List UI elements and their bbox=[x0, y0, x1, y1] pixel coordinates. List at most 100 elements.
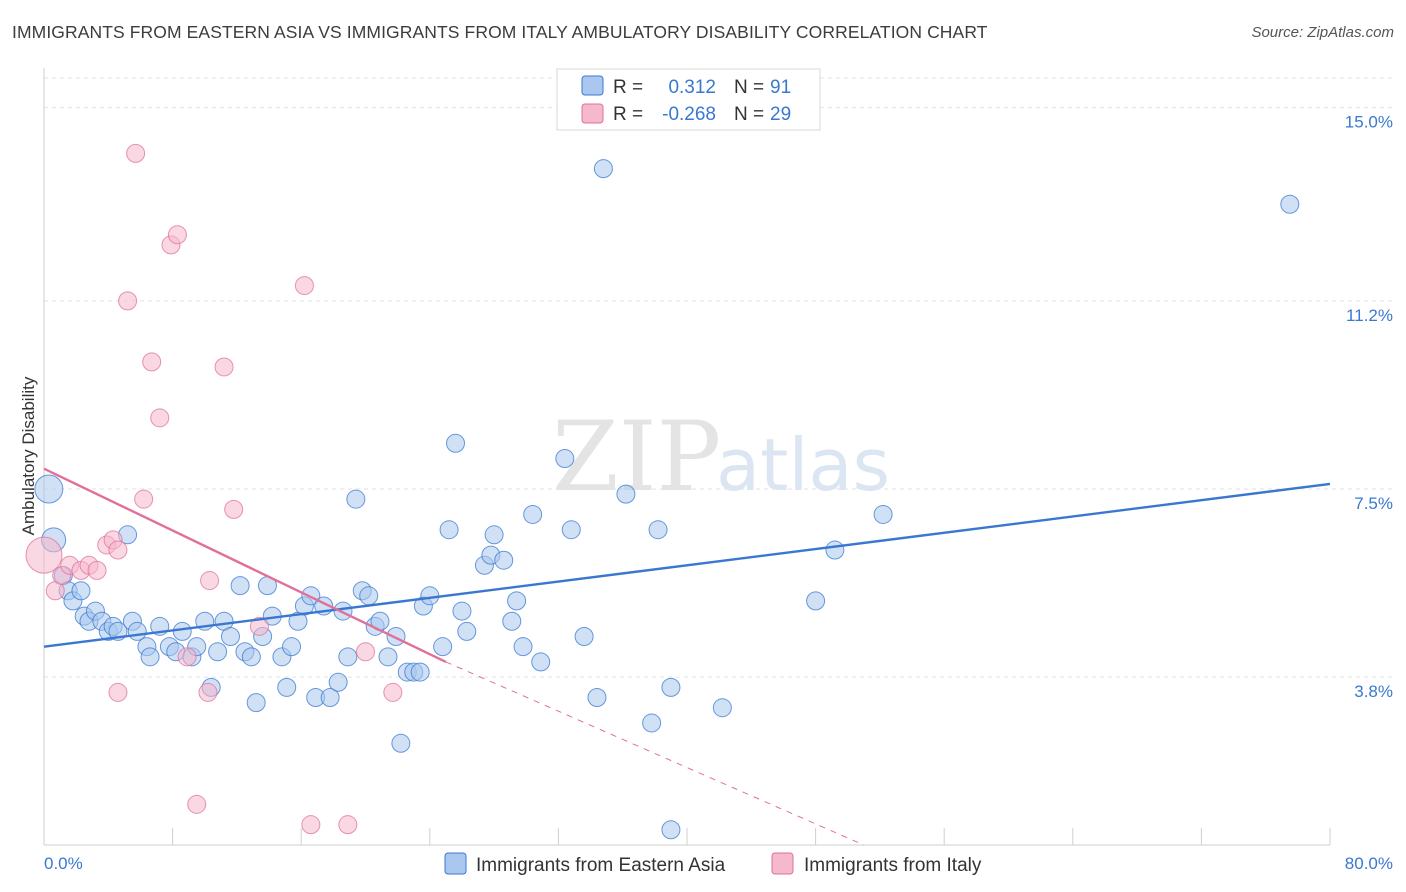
watermark-zip: ZIP bbox=[552, 401, 721, 513]
data-point bbox=[825, 540, 845, 560]
bottom-legend-label-italy: Immigrants from Italy bbox=[804, 855, 982, 876]
data-point bbox=[338, 815, 358, 835]
data-point bbox=[220, 626, 240, 646]
data-point bbox=[34, 474, 64, 504]
trend-lines bbox=[43, 467, 1331, 846]
data-point bbox=[433, 637, 453, 657]
data-point bbox=[214, 357, 234, 377]
y-axis-label: Ambulatory Disability bbox=[19, 376, 38, 535]
data-point bbox=[338, 647, 358, 667]
bottom-legend-swatch-italy bbox=[771, 852, 794, 875]
data-point bbox=[108, 540, 128, 560]
bottom-legend-label-eastern-asia: Immigrants from Eastern Asia bbox=[476, 855, 726, 876]
data-point bbox=[383, 682, 403, 702]
data-point bbox=[126, 143, 146, 163]
data-point bbox=[359, 586, 379, 606]
data-point bbox=[513, 637, 533, 657]
y-tick-label: 3.8% bbox=[1354, 682, 1393, 701]
x-tick-label-min: 0.0% bbox=[44, 854, 83, 873]
data-point bbox=[555, 449, 575, 468]
legend-n-value-2: 29 bbox=[770, 104, 791, 125]
chart-title: IMMIGRANTS FROM EASTERN ASIA VS IMMIGRAN… bbox=[12, 22, 988, 42]
data-point bbox=[241, 647, 261, 667]
data-point bbox=[446, 433, 466, 453]
data-point bbox=[320, 688, 340, 708]
data-point bbox=[328, 672, 348, 692]
data-point bbox=[420, 586, 440, 606]
legend-r-label-1: R = bbox=[613, 77, 643, 98]
data-point bbox=[484, 525, 504, 545]
data-point bbox=[87, 560, 107, 580]
data-point bbox=[142, 352, 162, 372]
data-point bbox=[249, 616, 269, 636]
data-point bbox=[118, 291, 138, 311]
data-point bbox=[198, 682, 218, 702]
x-tick-label-max: 80.0% bbox=[1345, 854, 1393, 873]
data-point bbox=[71, 581, 91, 601]
data-point bbox=[208, 642, 228, 662]
watermark-atlas: atlas bbox=[716, 423, 890, 507]
legend-r-value-1: 0.312 bbox=[668, 77, 716, 98]
data-point bbox=[356, 642, 375, 662]
data-point bbox=[523, 504, 543, 524]
data-point bbox=[25, 536, 63, 574]
data-point bbox=[177, 647, 197, 667]
trend-line bbox=[43, 482, 1331, 648]
data-point bbox=[391, 733, 411, 753]
legend-n-label-2: N = bbox=[734, 104, 764, 125]
data-point bbox=[200, 571, 220, 591]
data-point bbox=[282, 637, 302, 657]
legend-r-label-2: R = bbox=[613, 104, 643, 125]
x-axis-ticks bbox=[172, 828, 1331, 845]
data-point bbox=[806, 591, 826, 611]
bottom-legend: Immigrants from Eastern Asia Immigrants … bbox=[444, 852, 982, 876]
y-tick-label: 15.0% bbox=[1345, 113, 1393, 132]
data-point bbox=[593, 159, 613, 179]
legend-box: R = 0.312 N = 91 R = -0.268 N = 29 bbox=[556, 68, 821, 131]
data-point bbox=[224, 499, 244, 519]
series-italy bbox=[25, 143, 403, 835]
y-tick-label: 11.2% bbox=[1346, 306, 1393, 325]
data-point bbox=[873, 504, 893, 524]
data-point bbox=[561, 520, 581, 540]
y-tick-label: 7.5% bbox=[1354, 494, 1393, 513]
data-point bbox=[346, 489, 366, 509]
data-point bbox=[502, 611, 522, 631]
data-point bbox=[294, 276, 314, 296]
legend-n-label-1: N = bbox=[734, 77, 764, 98]
data-point bbox=[661, 820, 681, 840]
data-point bbox=[648, 520, 668, 540]
data-point bbox=[277, 677, 297, 697]
data-point bbox=[1280, 194, 1300, 214]
data-point bbox=[507, 591, 527, 611]
data-point bbox=[127, 621, 147, 641]
legend-swatch-italy bbox=[581, 103, 604, 124]
data-point bbox=[712, 698, 732, 718]
data-point bbox=[457, 621, 477, 641]
legend-swatch-eastern-asia bbox=[581, 75, 604, 96]
data-point bbox=[150, 408, 170, 428]
data-point bbox=[301, 815, 321, 835]
data-point bbox=[494, 550, 514, 570]
legend-n-value-1: 91 bbox=[770, 77, 791, 98]
watermark: ZIP atlas bbox=[552, 401, 890, 513]
data-point bbox=[108, 682, 128, 702]
data-point bbox=[246, 693, 266, 713]
trend-line bbox=[43, 467, 447, 664]
data-point bbox=[386, 626, 406, 646]
data-point bbox=[439, 520, 459, 540]
data-point bbox=[230, 576, 250, 596]
data-point bbox=[616, 484, 636, 504]
data-point bbox=[333, 601, 353, 621]
bottom-legend-swatch-eastern-asia bbox=[444, 852, 467, 875]
data-point bbox=[410, 662, 430, 682]
data-point bbox=[167, 225, 187, 245]
trend-line-extension bbox=[445, 661, 865, 846]
data-point bbox=[140, 647, 160, 667]
legend-r-value-2: -0.268 bbox=[662, 104, 716, 125]
y-tick-labels: 3.8% 7.5% 11.2% 15.0% bbox=[1345, 113, 1393, 702]
data-point bbox=[661, 677, 681, 697]
data-point bbox=[134, 489, 154, 509]
source-label: Source: ZipAtlas.com bbox=[1251, 24, 1394, 41]
